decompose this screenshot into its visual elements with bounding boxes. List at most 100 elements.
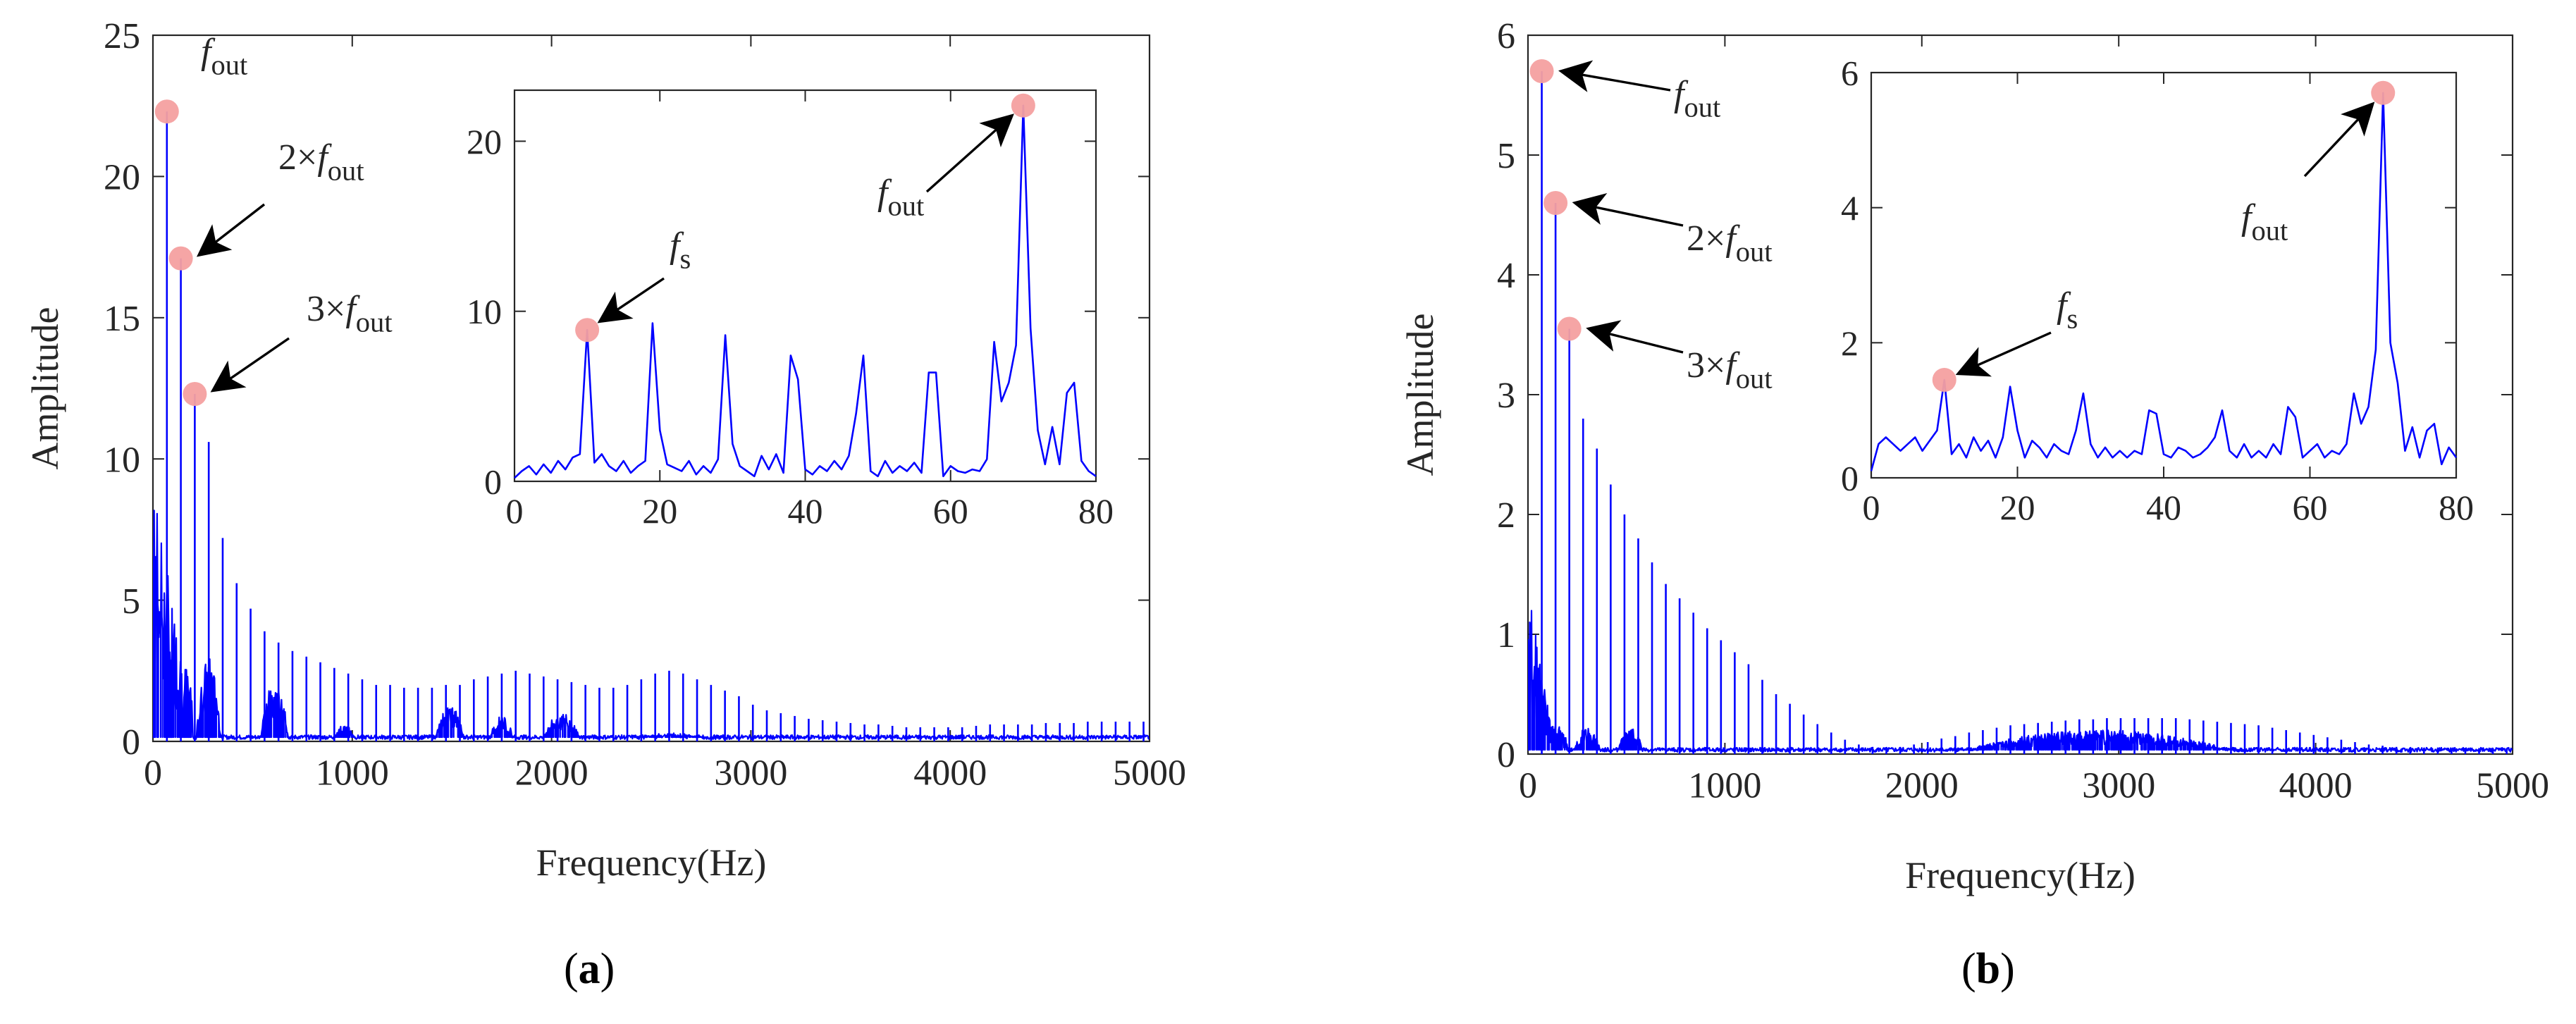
chart-a-inset-xtick-label-3: 60: [933, 491, 968, 531]
chart-a-annotation-0-subscript: out: [211, 49, 248, 81]
chart-b-annotation-0: fout: [1674, 74, 1721, 123]
chart-b-inset-xtick-label-3: 60: [2293, 488, 2328, 527]
chart-a-inset-xtick-label-0: 0: [506, 491, 524, 531]
chart-b-ytick-label-2: 2: [1497, 495, 1515, 536]
chart-b-xtick-label-0: 0: [1519, 765, 1537, 806]
chart-a-annotation-1-prefix: 2×: [278, 137, 317, 178]
chart-a-arrow-2: [210, 337, 290, 393]
chart-a-annotation-1-subscript: out: [328, 155, 365, 187]
chart-b-inset-ytick-label-2: 4: [1841, 188, 1859, 228]
chart-b-annotation-0-subscript: out: [1684, 92, 1721, 123]
chart-a-annotation-2-subscript: out: [356, 307, 393, 338]
caption-b-letter: b: [1976, 945, 2001, 993]
chart-a-xtick-label-1: 1000: [316, 753, 389, 793]
chart-b-inset-xtick-label-0: 0: [1863, 488, 1880, 527]
chart-a-xtick-label-2: 2000: [515, 753, 588, 793]
chart-a-inset-axes-box: [513, 89, 1097, 483]
chart-a-inset-ytick-label-1: 10: [467, 292, 502, 331]
chart-b-ytick-label-1: 1: [1497, 615, 1515, 655]
chart-b-marker-0: [1529, 59, 1554, 83]
chart-b-inset-arrow-1: [2303, 101, 2375, 178]
chart-b-xtick-label-5: 5000: [2476, 765, 2549, 806]
chart-b-marker-1: [1543, 191, 1568, 215]
chart-a-inset-xtick-label-1: 20: [642, 491, 677, 531]
chart-b-inset-xtick-label-2: 40: [2146, 488, 2181, 527]
chart-a-ytick-label-2: 10: [104, 440, 140, 480]
chart-b-xlabel: Frequency(Hz): [1905, 854, 2136, 896]
chart-a-marker-2: [183, 382, 207, 407]
caption-b-close: ): [2000, 945, 2015, 993]
caption-a-open: (: [564, 945, 579, 993]
chart-a-inset-line: [514, 104, 1097, 479]
chart-a-arrow-1: [196, 203, 266, 257]
chart-a-xtick-label-3: 3000: [714, 753, 787, 793]
chart-a-inset-ytick-label-2: 20: [467, 122, 502, 161]
chart-b-plot-area: [1528, 71, 2513, 754]
chart-b-annotation-2-prefix: 3×: [1687, 345, 1725, 385]
chart-a-ylabel: Amplitude: [24, 307, 66, 470]
chart-b-inset-annotation-1: fout: [2241, 197, 2288, 247]
chart-a-inset-arrow-0: [597, 277, 665, 323]
chart-b-ytick-label-4: 4: [1497, 256, 1515, 296]
caption-b: (b): [1961, 944, 2015, 994]
chart-b-inset-annotation-1-subscript: out: [2251, 215, 2288, 247]
chart-b-inset-line: [1870, 92, 2458, 471]
chart-b-annotation-2-subscript: out: [1736, 363, 1773, 395]
chart-b-inset-annotation-0-subscript: s: [2066, 303, 2078, 335]
chart-a-inset-marker-1: [1011, 93, 1035, 118]
caption-a-close: ): [600, 945, 615, 993]
chart-a-inset-arrow-1: [925, 113, 1014, 193]
chart-b-inset-xtick-label-1: 20: [2000, 488, 2035, 527]
chart-b-arrow-0: [1558, 60, 1671, 92]
chart-b-xtick-label-4: 4000: [2279, 765, 2353, 806]
chart-a-xlabel: Frequency(Hz): [536, 841, 767, 884]
chart-b-xtick-label-2: 2000: [1885, 765, 1959, 806]
chart-b-inset-xtick-label-4: 80: [2439, 488, 2474, 527]
chart-b-annotation-1-prefix: 2×: [1687, 218, 1725, 259]
chart-b-ytick-label-3: 3: [1497, 376, 1515, 416]
chart-a-marker-0: [154, 99, 179, 124]
chart-a-inset-xtick-label-4: 80: [1078, 491, 1114, 531]
chart-b-inset-ytick-label-0: 0: [1841, 459, 1859, 498]
chart-b-annotation-1-subscript: out: [1736, 236, 1773, 268]
chart-b-ytick-label-0: 0: [1497, 735, 1515, 775]
chart-b-inset-marker-1: [2371, 80, 2396, 105]
chart-b-xtick-label-1: 1000: [1688, 765, 1761, 806]
chart-a-annotation-2-prefix: 3×: [307, 289, 345, 329]
chart-a-ytick-label-4: 20: [104, 158, 140, 198]
chart-b-ylabel: Amplitude: [1399, 314, 1441, 476]
caption-b-open: (: [1961, 945, 1976, 993]
chart-b-marker-2: [1557, 316, 1582, 341]
chart-a-plot-area: [153, 111, 1150, 741]
chart-b-ytick-label-5: 5: [1497, 136, 1515, 176]
caption-a: (a): [564, 944, 615, 994]
chart-b-inset-ytick-label-3: 6: [1841, 54, 1859, 93]
chart-b-arrow-1: [1572, 192, 1684, 227]
chart-a-marker-1: [168, 246, 193, 271]
chart-b-arrow-2: [1586, 320, 1684, 354]
chart-a-inset-ytick-label-0: 0: [484, 462, 502, 502]
chart-a-inset-annotation-0-subscript: s: [679, 243, 691, 275]
chart-a-annotation-2: 3×fout: [307, 289, 393, 338]
caption-a-letter: a: [578, 945, 600, 993]
chart-b-spectrum-line: [1528, 610, 2513, 753]
chart-a-ytick-label-1: 5: [122, 581, 140, 622]
chart-a-ytick-label-5: 25: [104, 16, 140, 56]
chart-a-inset-annotation-1-subscript: out: [887, 190, 925, 222]
chart-a-xtick-label-0: 0: [144, 753, 162, 793]
chart-a-xtick-label-4: 4000: [913, 753, 987, 793]
chart-a-spectrum-line: [153, 510, 1150, 741]
chart-a-inset-xtick-label-2: 40: [788, 491, 823, 531]
chart-b-inset-arrow-0: [1955, 331, 2052, 377]
chart-b-ytick-label-6: 6: [1497, 16, 1515, 56]
chart-a-inset-annotation-1: fout: [877, 173, 925, 222]
chart-a-ytick-label-0: 0: [122, 722, 140, 763]
chart-b-inset-axes-box: [1870, 71, 2458, 479]
chart-a-ytick-label-3: 15: [104, 299, 140, 339]
chart-b-inset-marker-0: [1932, 368, 1956, 393]
chart-b-xtick-label-3: 3000: [2082, 765, 2155, 806]
chart-a-inset-marker-0: [575, 318, 600, 343]
chart-a-xtick-label-5: 5000: [1113, 753, 1186, 793]
